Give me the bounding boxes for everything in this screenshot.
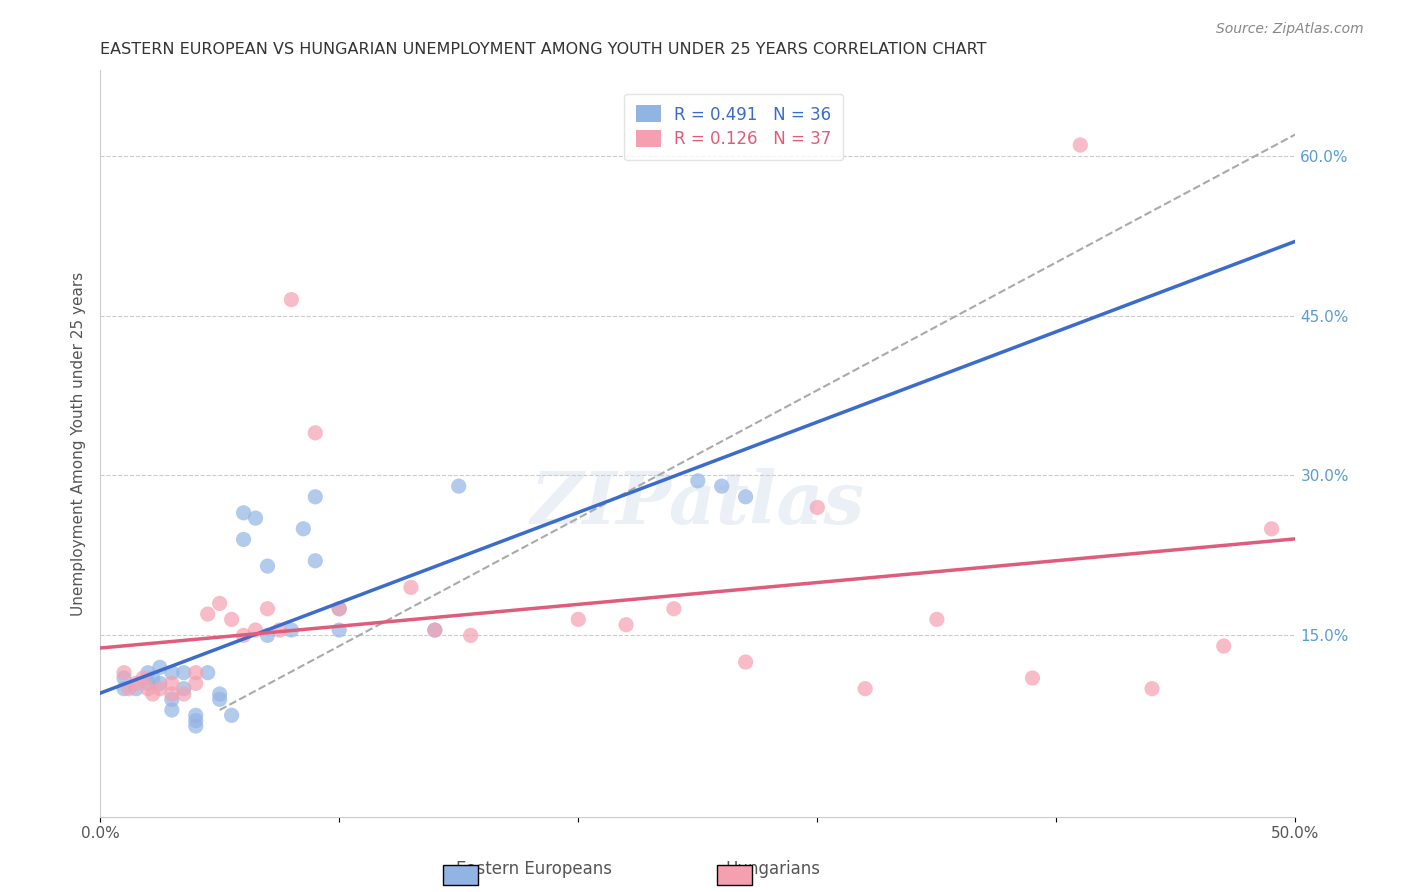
Eastern Europeans [208, 692, 231, 706]
Hungarians [136, 681, 159, 696]
Eastern Europeans [256, 559, 278, 574]
Hungarians [160, 687, 183, 701]
Hungarians [1260, 522, 1282, 536]
Eastern Europeans [184, 714, 207, 728]
Eastern Europeans [125, 681, 148, 696]
Legend: R = 0.491   N = 36, R = 0.126   N = 37: R = 0.491 N = 36, R = 0.126 N = 37 [624, 94, 844, 160]
Eastern Europeans [256, 628, 278, 642]
Hungarians [1021, 671, 1043, 685]
Eastern Europeans [112, 671, 135, 685]
Eastern Europeans [136, 665, 159, 680]
Hungarians [567, 612, 589, 626]
Eastern Europeans [734, 490, 756, 504]
Eastern Europeans [173, 665, 195, 680]
Eastern Europeans [112, 681, 135, 696]
Hungarians [662, 601, 685, 615]
Hungarians [328, 601, 350, 615]
Hungarians [184, 676, 207, 690]
Text: EASTERN EUROPEAN VS HUNGARIAN UNEMPLOYMENT AMONG YOUTH UNDER 25 YEARS CORRELATIO: EASTERN EUROPEAN VS HUNGARIAN UNEMPLOYME… [100, 42, 987, 57]
Hungarians [614, 617, 637, 632]
Text: Source: ZipAtlas.com: Source: ZipAtlas.com [1216, 22, 1364, 37]
Eastern Europeans [136, 676, 159, 690]
Hungarians [118, 681, 141, 696]
Eastern Europeans [245, 511, 267, 525]
Text: ZIPatlas: ZIPatlas [530, 467, 865, 539]
Eastern Europeans [232, 506, 254, 520]
Eastern Europeans [304, 490, 326, 504]
Eastern Europeans [160, 692, 183, 706]
Hungarians [132, 671, 155, 685]
Hungarians [245, 623, 267, 637]
Hungarians [1212, 639, 1234, 653]
Hungarians [1140, 681, 1163, 696]
Eastern Europeans [160, 703, 183, 717]
Eastern Europeans [197, 665, 219, 680]
Hungarians [460, 628, 482, 642]
Eastern Europeans [184, 708, 207, 723]
Hungarians [734, 655, 756, 669]
Hungarians [221, 612, 243, 626]
Hungarians [112, 665, 135, 680]
Eastern Europeans [292, 522, 315, 536]
Eastern Europeans [328, 601, 350, 615]
Hungarians [208, 596, 231, 610]
Eastern Europeans [160, 665, 183, 680]
Y-axis label: Unemployment Among Youth under 25 years: Unemployment Among Youth under 25 years [72, 271, 86, 615]
Eastern Europeans [208, 687, 231, 701]
Hungarians [853, 681, 876, 696]
Eastern Europeans [149, 676, 172, 690]
Eastern Europeans [221, 708, 243, 723]
Hungarians [125, 676, 148, 690]
Hungarians [925, 612, 948, 626]
Hungarians [1069, 138, 1091, 153]
Eastern Europeans [304, 554, 326, 568]
Eastern Europeans [184, 719, 207, 733]
Eastern Europeans [447, 479, 470, 493]
Hungarians [423, 623, 446, 637]
Hungarians [280, 293, 302, 307]
Hungarians [806, 500, 828, 515]
Hungarians [160, 676, 183, 690]
Hungarians [304, 425, 326, 440]
Hungarians [269, 623, 291, 637]
Text: Eastern Europeans: Eastern Europeans [457, 860, 612, 878]
Hungarians [142, 687, 165, 701]
Hungarians [197, 607, 219, 621]
Hungarians [232, 628, 254, 642]
Eastern Europeans [232, 533, 254, 547]
Eastern Europeans [686, 474, 709, 488]
Eastern Europeans [149, 660, 172, 674]
Hungarians [256, 601, 278, 615]
Eastern Europeans [423, 623, 446, 637]
Hungarians [399, 581, 422, 595]
Eastern Europeans [280, 623, 302, 637]
Hungarians [184, 665, 207, 680]
Eastern Europeans [173, 681, 195, 696]
Hungarians [149, 681, 172, 696]
Eastern Europeans [328, 623, 350, 637]
Eastern Europeans [710, 479, 733, 493]
Hungarians [173, 687, 195, 701]
Text: Hungarians: Hungarians [725, 860, 821, 878]
Eastern Europeans [142, 671, 165, 685]
